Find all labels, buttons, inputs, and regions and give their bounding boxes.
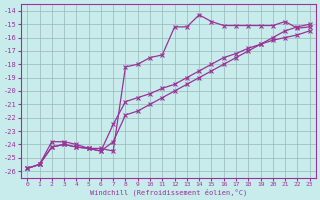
X-axis label: Windchill (Refroidissement éolien,°C): Windchill (Refroidissement éolien,°C) <box>90 188 247 196</box>
